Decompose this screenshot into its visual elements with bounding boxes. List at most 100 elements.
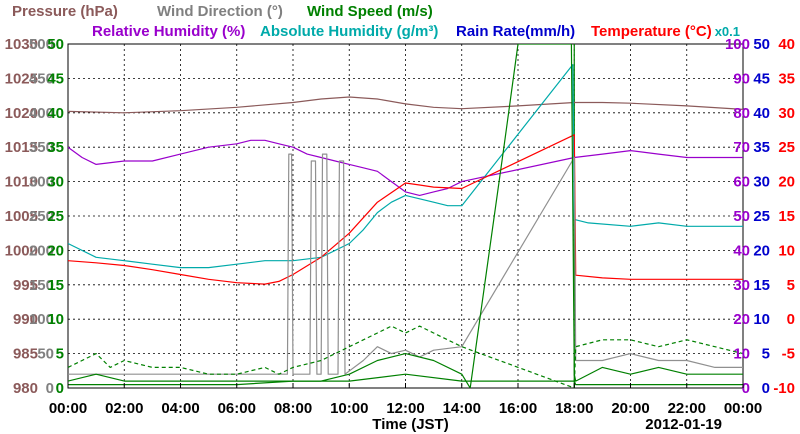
tick-label-temperature: 0 [787, 311, 795, 328]
tick-label-pressure: 1030 [5, 36, 38, 53]
tick-label-pressure: 985 [13, 346, 38, 363]
tick-label-humidity: 10 [733, 346, 750, 363]
tick-label-pressure: 1025 [5, 70, 38, 87]
tick-label-wind_dir: 200 [29, 242, 54, 259]
x-tick-label: 00:00 [49, 400, 87, 417]
tick-label-temperature: -5 [782, 346, 795, 363]
x-tick-label: 06:00 [218, 400, 256, 417]
x-tick-label: 14:00 [443, 400, 481, 417]
tick-label-wind_speed: 5 [56, 346, 64, 363]
tick-label-rain: 35 [753, 139, 770, 156]
tick-label-temperature: 5 [787, 277, 795, 294]
tick-label-humidity: 20 [733, 311, 750, 328]
tick-label-temperature: 35 [778, 70, 795, 87]
legend-item-wind-speed-m-s: Wind Speed (m/s) [307, 3, 433, 20]
tick-label-humidity: 50 [733, 208, 750, 225]
legend-item-wind-direction: Wind Direction (°) [157, 3, 283, 20]
x-tick-label: 18:00 [555, 400, 593, 417]
tick-label-rain: 50 [753, 36, 770, 53]
legend-item-relative-humidity: Relative Humidity (%) [92, 23, 245, 40]
legend-item-absolute-humidity-g-m: Absolute Humidity (g/m³) [260, 23, 438, 40]
tick-label-wind_dir: 450 [29, 70, 54, 87]
tick-label-humidity: 70 [733, 139, 750, 156]
tick-label-humidity: 80 [733, 105, 750, 122]
tick-label-temperature: 10 [778, 242, 795, 259]
tick-label-rain: 30 [753, 174, 770, 191]
tick-label-wind_dir: 100 [29, 311, 54, 328]
tick-label-rain: 45 [753, 70, 770, 87]
tick-label-pressure: 980 [13, 380, 38, 397]
tick-label-rain: 0 [762, 380, 770, 397]
tick-label-pressure: 1010 [5, 174, 38, 191]
tick-label-wind_dir: 350 [29, 139, 54, 156]
tick-label-wind_speed: 30 [47, 174, 64, 191]
tick-label-wind_dir: 500 [29, 36, 54, 53]
tick-label-temperature: -10 [773, 380, 795, 397]
legend: Pressure (hPa) Wind Direction (°) Wind Spe… [12, 3, 740, 40]
tick-label-humidity: 100 [725, 36, 750, 53]
x-tick-label: 16:00 [499, 400, 537, 417]
tick-label-humidity: 40 [733, 242, 750, 259]
tick-label-rain: 15 [753, 277, 770, 294]
chart-date: 2012-01-19 [645, 416, 722, 433]
tick-label-temperature: 25 [778, 139, 795, 156]
tick-label-pressure: 995 [13, 277, 38, 294]
tick-label-wind_dir: 50 [37, 346, 54, 363]
tick-label-wind_dir: 400 [29, 105, 54, 122]
tick-label-temperature: 40 [778, 36, 795, 53]
tick-label-humidity: 30 [733, 277, 750, 294]
axes: 9809859909951000100510101015102010251030… [5, 36, 795, 397]
tick-label-pressure: 1015 [5, 139, 38, 156]
series-line-wind-direction [68, 153, 743, 375]
tick-label-rain: 10 [753, 311, 770, 328]
x-tick-label: 00:00 [724, 400, 762, 417]
x-tick-label: 02:00 [105, 400, 143, 417]
tick-label-pressure: 1005 [5, 208, 38, 225]
x-tick-label: 22:00 [668, 400, 706, 417]
tick-label-wind_speed: 50 [47, 36, 64, 53]
x-tick-label: 10:00 [330, 400, 368, 417]
tick-label-wind_speed: 25 [47, 208, 64, 225]
tick-label-temperature: 15 [778, 208, 795, 225]
tick-label-humidity: 0 [742, 380, 750, 397]
x-tick-label: 08:00 [274, 400, 312, 417]
tick-label-rain: 20 [753, 242, 770, 259]
x-tick-label: 04:00 [161, 400, 199, 417]
tick-label-humidity: 90 [733, 70, 750, 87]
tick-label-wind_speed: 45 [47, 70, 64, 87]
tick-label-temperature: 20 [778, 174, 795, 191]
tick-label-wind_dir: 150 [29, 277, 54, 294]
legend-item-pressure-hpa: Pressure (hPa) [12, 3, 118, 20]
tick-label-wind_speed: 35 [47, 139, 64, 156]
tick-label-wind_speed: 15 [47, 277, 64, 294]
tick-label-wind_speed: 10 [47, 311, 64, 328]
series-line-relative-humidity [68, 139, 743, 196]
tick-label-wind_speed: 40 [47, 105, 64, 122]
tick-label-rain: 5 [762, 346, 770, 363]
tick-label-pressure: 1000 [5, 242, 38, 259]
series-line-wind-speed-m-s [68, 44, 743, 388]
x-axis: 00:00 02:00 04:00 06:00 08:00 10:00 12:00 14:00… [49, 383, 762, 433]
legend-item-rain-rate-mm-h: Rain Rate(mm/h) [456, 23, 575, 40]
tick-label-rain: 25 [753, 208, 770, 225]
series-line-wind-speed-gust-m-s [68, 325, 743, 388]
series-line-pressure-hpa [68, 96, 743, 114]
x-axis-title: Time (JST) [372, 416, 448, 433]
x-tick-label: 12:00 [386, 400, 424, 417]
tick-label-wind_speed: 0 [56, 380, 64, 397]
series-line-absolute-humidity-g-m [68, 63, 743, 269]
tick-label-wind_dir: 0 [46, 380, 54, 397]
series-line-temperature-c [68, 134, 743, 285]
x-tick-label: 20:00 [611, 400, 649, 417]
tick-label-pressure: 1020 [5, 105, 38, 122]
tick-label-wind_dir: 250 [29, 208, 54, 225]
tick-label-pressure: 990 [13, 311, 38, 328]
tick-label-temperature: 30 [778, 105, 795, 122]
tick-label-wind_speed: 20 [47, 242, 64, 259]
axis-scale-note: x0.1 [715, 24, 740, 39]
legend-item-temperature-c: Temperature (°C) [591, 23, 712, 40]
tick-label-wind_dir: 300 [29, 174, 54, 191]
tick-label-humidity: 60 [733, 174, 750, 191]
tick-label-rain: 40 [753, 105, 770, 122]
